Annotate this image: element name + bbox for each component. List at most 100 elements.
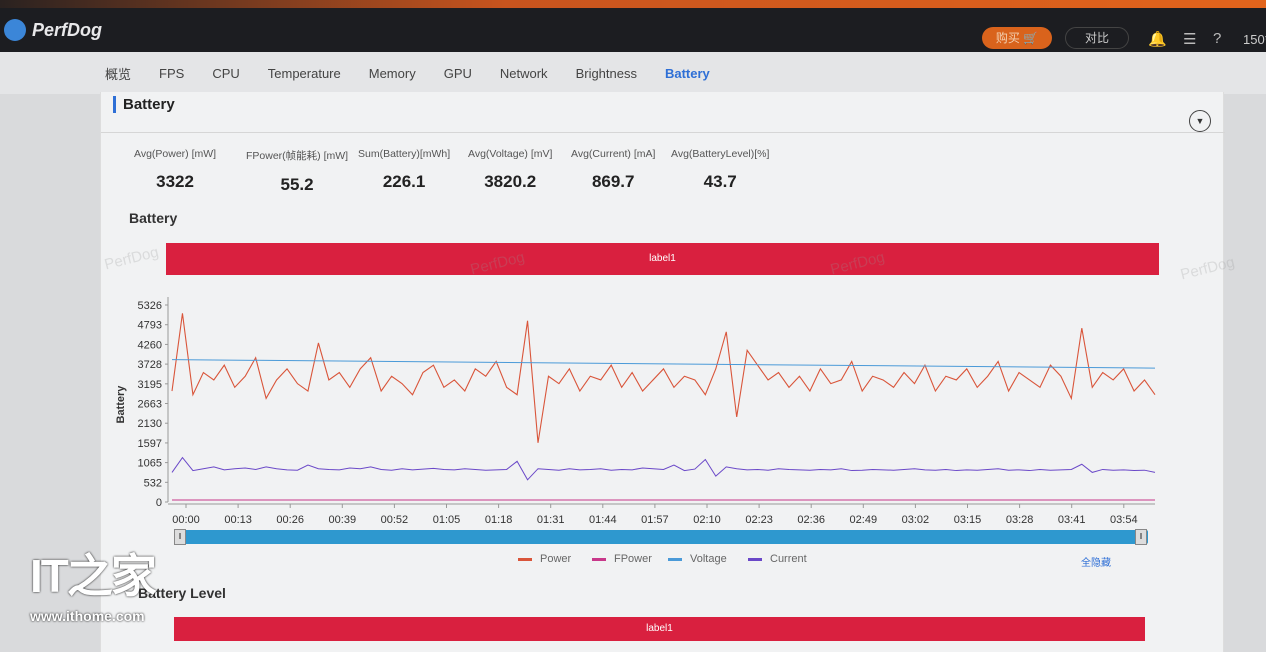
x-tick-label: 02:36 [797,514,825,526]
legend-item-current[interactable]: Current [748,553,807,565]
stat-label: FPower(帧能耗) [mW] [246,150,349,162]
stat-value: 3322 [156,172,194,191]
x-tick-label: 03:02 [902,514,930,526]
ithome-watermark: IT之家 www.ithome.com [30,540,157,624]
app-name: PerfDog [32,19,103,40]
legend-label: Voltage [690,553,727,565]
stat-4: Avg(Current) [mA] 869.7 [571,148,655,192]
menu-icon[interactable]: ☰ [1183,31,1197,48]
help-icon[interactable]: ? [1213,30,1222,47]
x-tick-label: 03:28 [1006,514,1034,526]
x-tick-label: 01:44 [589,514,617,526]
legend-label: Current [770,553,807,565]
compare-button[interactable]: 对比 [1065,27,1129,49]
tab-1[interactable]: FPS [159,65,185,81]
buy-button[interactable]: 购买 🛒 [982,27,1052,49]
slider-handle-right[interactable]: ‖ [1135,529,1147,545]
stat-label: Avg(Power) [mW] [134,148,217,160]
tab-5[interactable]: GPU [443,65,472,81]
legend-swatch [668,557,682,561]
y-tick-label: 1065 [138,458,162,470]
x-tick-label: 01:57 [641,514,669,526]
x-tick-label: 01:31 [537,514,565,526]
stat-label: Avg(Voltage) [mV] [468,148,553,160]
x-tick-label: 02:10 [693,514,721,526]
stat-value: 226.1 [382,172,426,191]
x-tick-label: 03:54 [1110,514,1138,526]
stat-value: 55.2 [280,175,314,194]
stat-label: Sum(Battery)[mWh] [358,148,451,160]
legend-item-power[interactable]: Power [518,553,571,565]
stat-value: 869.7 [591,172,635,191]
legend-swatch [592,557,606,561]
x-tick-label: 01:18 [485,514,513,526]
stat-3: Avg(Voltage) [mV] 3820.2 [468,148,552,192]
legend-item-fpower[interactable]: FPower [592,553,652,565]
window-top-strip [0,0,1266,8]
x-tick-label: 02:23 [745,514,773,526]
x-tick-label: 01:05 [433,514,461,526]
tab-3[interactable]: Temperature [267,65,341,81]
perfdog-logo-icon [4,19,26,41]
battery-label-bar: label1 [166,243,1159,275]
bell-icon[interactable]: 🔔 [1148,31,1167,48]
tab-0[interactable]: 概览 [105,66,132,82]
y-tick-label: 532 [144,477,162,489]
x-tick-label: 03:41 [1058,514,1086,526]
series-line-voltage [171,359,1156,369]
y-axis-label: Battery [115,385,127,424]
ithome-logo: IT之家 [30,550,157,602]
legend-swatch [518,557,532,561]
time-range-slider[interactable] [178,530,1148,544]
legend-label: Power [540,553,572,565]
y-tick-label: 3195 [138,379,162,391]
x-tick-label: 00:26 [276,514,304,526]
stat-label: Avg(Current) [mA] [571,148,656,160]
top-bar: PerfDog 购买 🛒 对比 🔔 ☰ ? 150* [0,8,1266,52]
x-tick-label: 00:39 [329,514,357,526]
zoom-readout: 150* [1243,32,1266,47]
y-tick-label: 5326 [138,300,162,312]
stat-0: Avg(Power) [mW] 3322 [134,148,216,192]
stat-value: 3820.2 [484,172,537,191]
y-tick-label: 1597 [138,438,162,450]
tab-6[interactable]: Network [499,65,548,81]
battery-chart-title: Battery [129,210,178,226]
x-tick-label: 02:49 [850,514,878,526]
ithome-url: www.ithome.com [30,608,145,624]
stat-1: FPower(帧能耗) [mW] 55.2 [246,148,348,195]
x-tick-label: 00:52 [381,514,409,526]
stat-5: Avg(BatteryLevel)[%] 43.7 [671,148,769,192]
stat-label: Avg(BatteryLevel)[%] [671,148,770,160]
battery-level-title: Battery Level [138,585,226,601]
battery-panel: Battery ▼ Avg(Power) [mW] 3322 FPower(帧能耗)… [100,92,1225,652]
tab-4[interactable]: Memory [368,65,416,81]
y-tick-label: 0 [156,497,162,509]
series-line-current [171,456,1156,481]
hide-all-button[interactable]: 全隐藏 [1081,558,1111,569]
x-tick-label: 03:15 [954,514,982,526]
tab-7[interactable]: Brightness [575,65,637,81]
y-tick-label: 2663 [138,399,162,411]
y-tick-label: 3728 [138,359,162,371]
divider [101,132,1225,133]
x-tick-label: 00:00 [172,514,200,526]
series-line-power [171,313,1156,443]
collapse-button[interactable]: ▼ [1189,110,1211,132]
x-tick-label: 00:13 [224,514,252,526]
tab-2[interactable]: CPU [212,65,240,81]
stat-2: Sum(Battery)[mWh] 226.1 [358,148,450,192]
y-tick-label: 2130 [138,418,162,430]
legend-label: FPower [614,553,652,565]
tab-bar: 概览 FPS CPU Temperature Memory GPU Network Brigh… [0,52,1266,94]
section-title: Battery [113,96,175,113]
slider-handle-left[interactable]: ‖ [174,529,186,545]
battery-level-label-bar: label1 [174,617,1145,641]
y-tick-label: 4793 [138,320,162,332]
tab-8[interactable]: Battery [664,65,710,81]
stat-value: 43.7 [703,172,737,191]
legend-swatch [748,557,762,561]
app-logo: PerfDog [4,19,102,41]
legend-item-voltage[interactable]: Voltage [668,553,727,565]
